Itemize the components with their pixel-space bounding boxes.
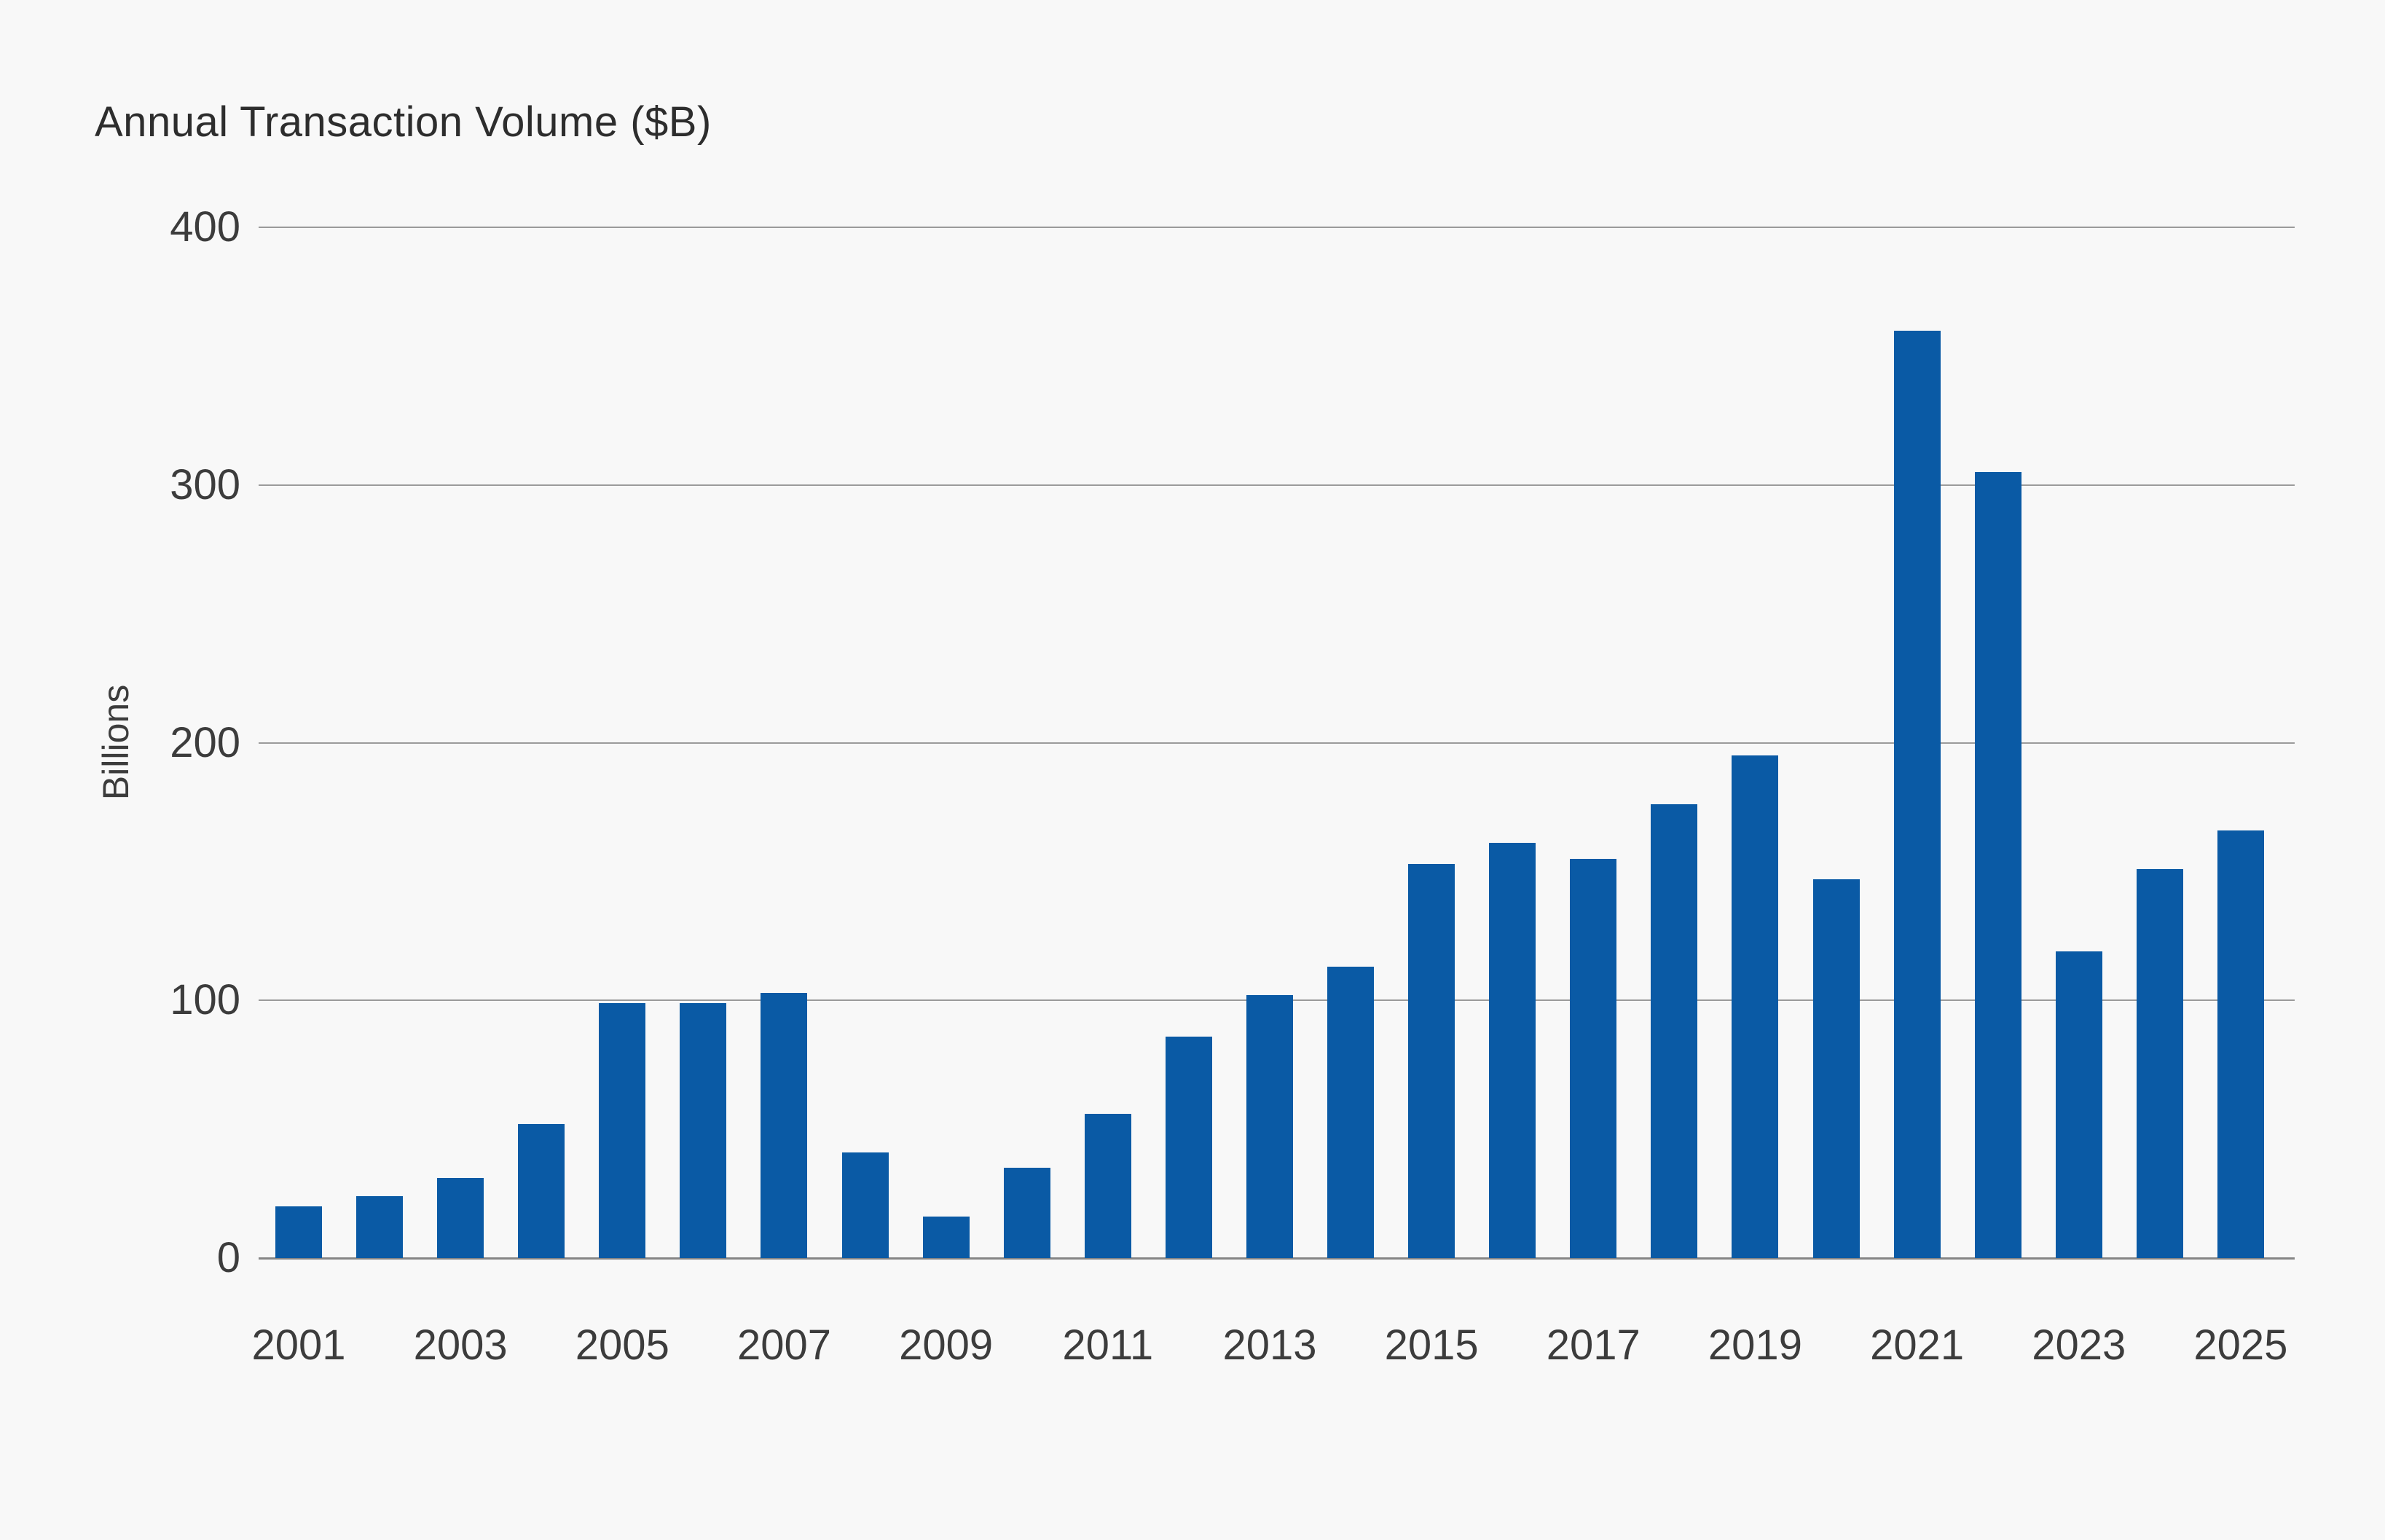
bar-2021 — [1893, 330, 1941, 1258]
ytick-label-200: 200 — [170, 718, 240, 766]
chart-title: Annual Transaction Volume ($B) — [95, 98, 712, 146]
bar-2016 — [1489, 843, 1536, 1258]
bar-2019 — [1732, 755, 1779, 1258]
bar-2009 — [922, 1217, 970, 1258]
bar-2014 — [1327, 967, 1375, 1258]
bar-2012 — [1165, 1036, 1212, 1258]
bar-2018 — [1651, 804, 1698, 1258]
xtick-label-2015: 2015 — [1384, 1321, 1479, 1369]
bar-2002 — [356, 1196, 404, 1258]
xtick-label-2013: 2013 — [1222, 1321, 1317, 1369]
xtick-label-2011: 2011 — [1062, 1321, 1154, 1369]
bar-2007 — [761, 992, 808, 1258]
bar-2015 — [1408, 863, 1455, 1258]
gridline-0 — [259, 1257, 2295, 1260]
ytick-label-400: 400 — [170, 203, 240, 251]
ytick-label-0: 0 — [216, 1234, 240, 1281]
bar-2004 — [518, 1124, 565, 1258]
ytick-label-300: 300 — [170, 460, 240, 508]
xtick-label-2023: 2023 — [2032, 1321, 2126, 1369]
bar-2008 — [841, 1152, 889, 1258]
bar-2003 — [437, 1178, 484, 1258]
bar-2020 — [1812, 879, 1860, 1258]
gridline-400 — [259, 227, 2295, 228]
bar-2001 — [275, 1206, 322, 1258]
bar-2022 — [1974, 472, 2021, 1258]
xtick-label-2021: 2021 — [1870, 1321, 1965, 1369]
xtick-label-2005: 2005 — [575, 1321, 669, 1369]
xtick-label-2007: 2007 — [736, 1321, 831, 1369]
bar-2013 — [1246, 995, 1293, 1258]
bar-2010 — [1003, 1168, 1050, 1258]
bar-2006 — [680, 1002, 727, 1258]
plot-area — [259, 227, 2295, 1260]
bar-2025 — [2217, 830, 2264, 1258]
xtick-label-2003: 2003 — [413, 1321, 508, 1369]
xtick-label-2009: 2009 — [899, 1321, 994, 1369]
bar-2005 — [599, 1002, 646, 1258]
xtick-label-2025: 2025 — [2193, 1321, 2288, 1369]
bar-2023 — [2055, 951, 2102, 1258]
bar-2017 — [1570, 858, 1617, 1258]
xtick-label-2001: 2001 — [251, 1321, 346, 1369]
gridline-200 — [259, 742, 2295, 744]
bar-2024 — [2136, 868, 2183, 1258]
xtick-label-2019: 2019 — [1708, 1321, 1802, 1369]
ytick-label-100: 100 — [170, 976, 240, 1024]
xtick-label-2017: 2017 — [1546, 1321, 1641, 1369]
gridline-300 — [259, 484, 2295, 486]
bar-2011 — [1084, 1113, 1131, 1258]
